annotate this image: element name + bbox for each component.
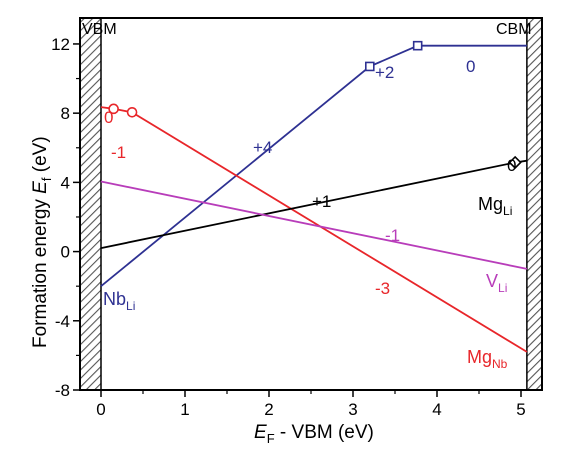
x-axis-ticks: 0 1 2 3 4 5 bbox=[96, 390, 526, 419]
mg_nb-line bbox=[100, 106, 528, 353]
y-axis-title: Formation energy Ef (eV) bbox=[30, 136, 54, 348]
mg-li-charge-plus1: +1 bbox=[312, 192, 331, 211]
x-tick-label: 5 bbox=[516, 400, 525, 419]
nb-li-charge-0: 0 bbox=[466, 57, 475, 76]
x-tick-label: 3 bbox=[348, 400, 357, 419]
x-tick-label: 1 bbox=[180, 400, 189, 419]
mg-nb-charge-minus1: -1 bbox=[111, 143, 126, 162]
nb-li-charge-plus4: +4 bbox=[253, 138, 272, 157]
y-tick-label: 12 bbox=[51, 35, 70, 54]
x-tick-label: 0 bbox=[96, 400, 105, 419]
x-tick-label: 4 bbox=[432, 400, 441, 419]
y-tick-label: 8 bbox=[61, 104, 70, 123]
vbm-hatched-region bbox=[80, 18, 101, 390]
mg_nb-transition-marker bbox=[108, 103, 119, 115]
v_li-line bbox=[100, 180, 528, 270]
y-tick-label: -8 bbox=[55, 381, 70, 400]
vbm-label: VBM bbox=[82, 21, 117, 38]
mg-li-series-label: MgLi bbox=[478, 194, 512, 218]
cbm-label: CBM bbox=[496, 21, 532, 38]
nb_li-transition-marker bbox=[364, 61, 375, 72]
nb-li-charge-plus2: +2 bbox=[375, 63, 394, 82]
x-axis-title: EF - VBM (eV) bbox=[254, 422, 374, 446]
y-tick-label: -4 bbox=[55, 312, 70, 331]
mg-nb-charge-0: 0 bbox=[104, 108, 113, 127]
mg_nb-transition-marker bbox=[126, 106, 138, 118]
mg-nb-series-label: MgNb bbox=[467, 347, 508, 371]
x-tick-label: 2 bbox=[264, 400, 273, 419]
nb_li-transition-marker bbox=[412, 40, 423, 51]
v-li-series-label: VLi bbox=[486, 271, 507, 295]
series-layer bbox=[100, 18, 528, 390]
cbm-hatched-region bbox=[526, 18, 542, 390]
mg-li-charge-0: 0 bbox=[507, 156, 516, 175]
y-axis-ticks: -8 -4 0 4 8 12 bbox=[51, 35, 80, 400]
y-tick-label: 4 bbox=[61, 173, 70, 192]
mg-nb-charge-minus3: -3 bbox=[375, 279, 390, 298]
nb-li-series-label: NbLi bbox=[103, 289, 135, 313]
y-tick-label: 0 bbox=[61, 243, 70, 262]
nb_li-line bbox=[100, 44, 527, 287]
v-li-charge-minus1: -1 bbox=[385, 226, 400, 245]
mg_li-transition-marker bbox=[508, 155, 522, 170]
